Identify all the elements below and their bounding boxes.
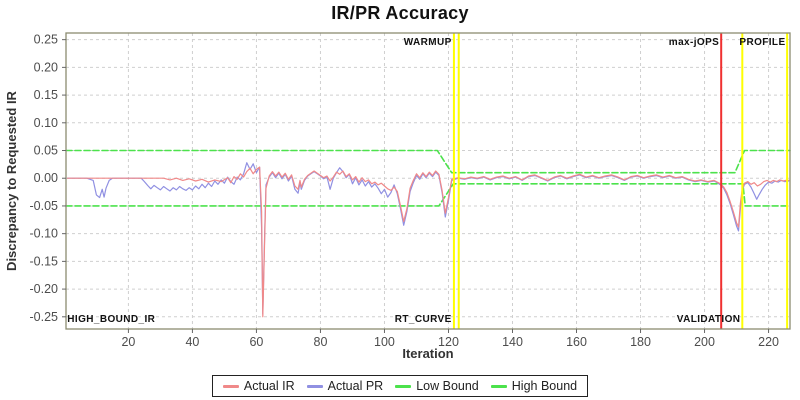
annotation-profile: PROFILE (739, 37, 785, 48)
x-tick-label: 220 (758, 335, 779, 349)
legend-label-low-bound: Low Bound (416, 379, 479, 393)
legend-item-low-bound: Low Bound (395, 379, 479, 393)
y-tick-label: 0.05 (34, 144, 58, 158)
series-high-bound (65, 149, 791, 174)
y-tick-label: -0.20 (30, 282, 59, 296)
data-series (65, 149, 791, 318)
legend-item-high-bound: High Bound (490, 379, 578, 393)
y-axis-label: Discrepancy to Requested IR (4, 90, 19, 270)
legend-box: Actual IR Actual PR Low Bound High Bound (211, 375, 589, 397)
legend-label-high-bound: High Bound (511, 379, 578, 393)
x-tick-label: 100 (374, 335, 395, 349)
y-tick-label: -0.15 (30, 254, 59, 268)
y-tick-label: 0.15 (34, 88, 58, 102)
x-tick-label: 20 (121, 335, 135, 349)
legend-label-actual-pr: Actual PR (327, 379, 384, 393)
actual-ir-line-swatch (222, 384, 239, 388)
y-tick-label: -0.05 (30, 199, 59, 213)
series-actual-ir (66, 166, 790, 318)
chart-title: IR/PR Accuracy (331, 3, 469, 23)
x-axis-label: Iteration (402, 346, 453, 361)
series-actual-pr (66, 162, 790, 315)
x-tick-label: 180 (630, 335, 651, 349)
y-tick-label: 0.00 (34, 171, 58, 185)
gridlines (66, 33, 790, 329)
plot-border (65, 32, 791, 330)
annotation-high_bound_ir: HIGH_BOUND_IR (67, 314, 155, 325)
legend: Actual IR Actual PR Low Bound High Bound (0, 375, 800, 397)
phase-lines (452, 33, 789, 329)
x-tick-label: 60 (249, 335, 263, 349)
actual-pr-line-swatch (306, 384, 323, 388)
plot-border-rect (65, 32, 791, 330)
phase-annotations: WARMUP RT_CURVE max-jOPS VALIDATION PROFILE H… (67, 37, 785, 325)
chart-canvas: 20 40 60 80 100 120 140 160 180 200 220 0.25 0.20 0.1… (4, 32, 791, 361)
x-tick-label: 80 (314, 335, 328, 349)
legend-item-actual-ir: Actual IR (222, 379, 295, 393)
y-tick-label: 0.25 (34, 33, 58, 47)
y-tick-label: -0.25 (30, 310, 59, 324)
series-low-bound (65, 183, 791, 207)
legend-label-actual-ir: Actual IR (243, 379, 295, 393)
x-tick-label: 40 (185, 335, 199, 349)
x-tick-label: 120 (438, 335, 459, 349)
x-tick-label: 160 (566, 335, 587, 349)
y-tick-label: 0.20 (34, 60, 58, 74)
y-tick-label: 0.10 (34, 116, 58, 130)
y-tick-label: -0.10 (30, 227, 59, 241)
high-bound-line-swatch (490, 384, 507, 388)
annotation-validation: VALIDATION (677, 314, 741, 325)
legend-item-actual-pr: Actual PR (306, 379, 384, 393)
annotation-max-jops: max-jOPS (669, 37, 719, 48)
x-tick-label: 200 (694, 335, 715, 349)
x-tick-label: 140 (502, 335, 523, 349)
annotation-rt_curve: RT_CURVE (395, 314, 452, 325)
annotation-warmup: WARMUP (404, 37, 452, 48)
axis-ticks: 20 40 60 80 100 120 140 160 180 200 220 0.25 0.20 0.1… (30, 33, 780, 349)
low-bound-line-swatch (395, 384, 412, 388)
